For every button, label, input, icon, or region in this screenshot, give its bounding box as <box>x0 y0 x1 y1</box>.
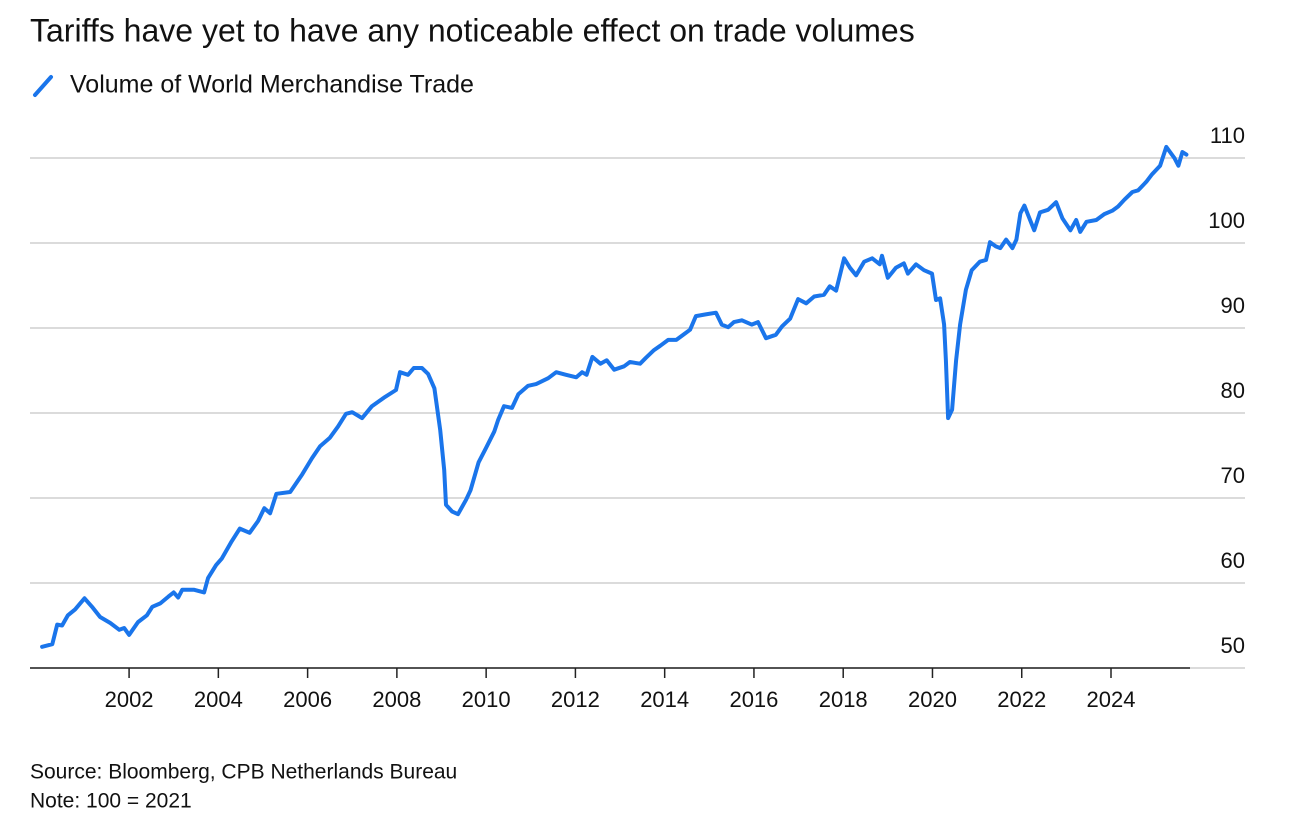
x-tick-label: 2006 <box>283 687 332 712</box>
footnote: Note: 100 = 2021 <box>30 790 192 813</box>
legend-label: Volume of World Merchandise Trade <box>70 71 474 99</box>
x-tick-label: 2012 <box>551 687 600 712</box>
y-tick-label: 80 <box>1221 378 1245 403</box>
x-tick-label: 2016 <box>729 687 778 712</box>
x-tick-label: 2024 <box>1087 687 1136 712</box>
y-tick-label: 60 <box>1221 548 1245 573</box>
x-tick-label: 2014 <box>640 687 689 712</box>
y-tick-label: 110 <box>1210 123 1245 148</box>
y-tick-label: 70 <box>1221 463 1245 488</box>
x-tick-label: 2002 <box>105 687 154 712</box>
x-tick-label: 2018 <box>819 687 868 712</box>
source-note: Source: Bloomberg, CPB Netherlands Burea… <box>30 761 457 784</box>
x-tick-label: 2008 <box>372 687 421 712</box>
x-tick-label: 2022 <box>997 687 1046 712</box>
y-tick-label: 50 <box>1221 633 1245 658</box>
data-line <box>40 144 1189 649</box>
legend-swatch <box>33 75 53 97</box>
x-tick-label: 2020 <box>908 687 957 712</box>
y-tick-label: 90 <box>1221 293 1245 318</box>
x-tick-label: 2004 <box>194 687 243 712</box>
y-tick-label: 100 <box>1208 208 1245 233</box>
chart-title: Tariffs have yet to have any noticeable … <box>30 12 915 48</box>
x-tick-label: 2010 <box>462 687 511 712</box>
